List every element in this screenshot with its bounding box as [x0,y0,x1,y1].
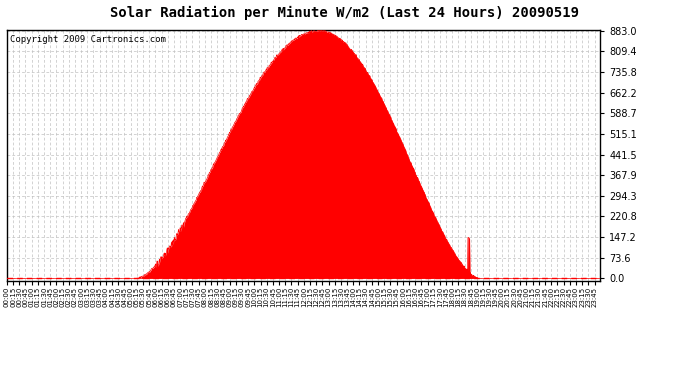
Text: Copyright 2009 Cartronics.com: Copyright 2009 Cartronics.com [10,35,166,44]
Text: Solar Radiation per Minute W/m2 (Last 24 Hours) 20090519: Solar Radiation per Minute W/m2 (Last 24… [110,6,580,20]
